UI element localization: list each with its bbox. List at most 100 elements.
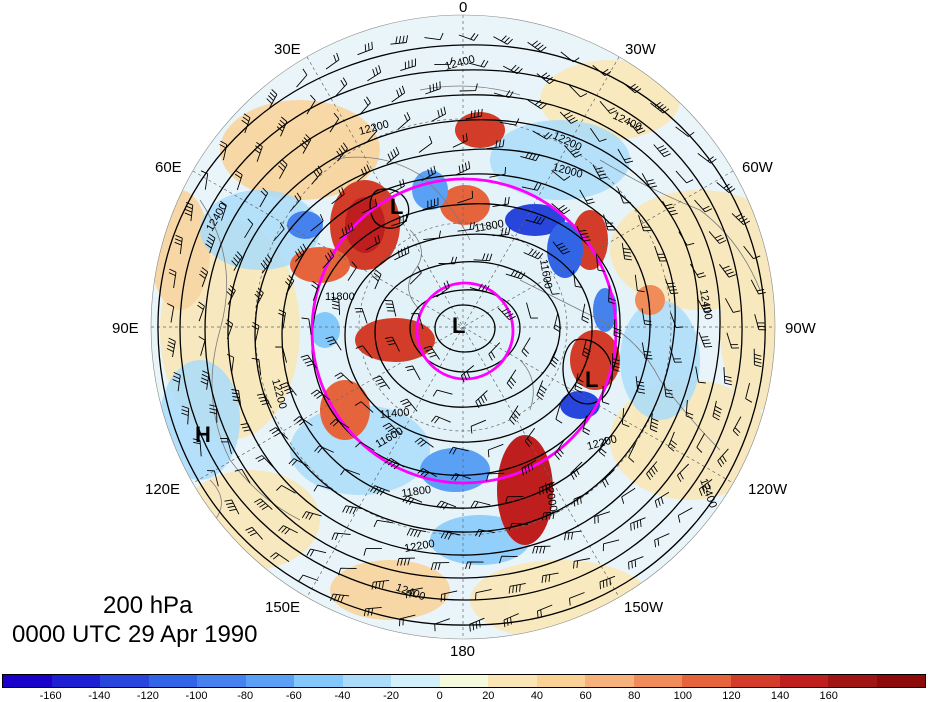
wind-barb [582,415,591,436]
wind-barb [696,433,705,453]
low-pressure-center: L [390,194,403,219]
wind-barb [418,136,433,153]
wind-barb [521,337,531,357]
wind-barb [226,285,236,305]
wind-barb [628,556,644,570]
wind-barb [451,473,471,481]
colorbar-swatch [342,675,392,687]
wind-barb [256,393,272,409]
wind-barb [166,337,176,358]
wind-barb [411,313,424,330]
wind-barb [599,101,618,114]
colorbar-tick-label: -120 [136,690,159,702]
wind-barb [525,215,545,225]
wind-barb [245,526,263,540]
wind-barb [524,427,536,448]
wind-barb [254,498,273,510]
wind-barb [331,532,351,541]
wind-barb [325,336,342,351]
wind-barb [465,108,483,120]
wind-barb [372,269,382,290]
lon-label-90w: 90W [785,320,816,337]
wind-barb [532,130,553,140]
wind-barb [334,372,353,384]
wind-barb [254,287,264,308]
wind-barb [278,525,298,535]
wind-barb [301,511,322,520]
wind-barb [613,319,622,339]
wind-barb [373,375,391,390]
wind-barb [255,455,274,468]
wind-barb [384,457,405,470]
wind-barb [209,404,218,423]
colorbar-tick-label: -60 [285,690,302,702]
wind-barb [363,606,382,617]
outer-magenta-circle [310,177,618,485]
wind-barb [455,161,471,176]
wind-barb [347,261,357,281]
wind-barb [475,529,495,538]
lon-label-90e: 90E [112,320,139,337]
wind-barb [290,192,302,212]
wind-barb [260,254,273,274]
level-title: 200 hPa [103,592,193,619]
wind-barb [339,222,354,239]
wind-barb [560,51,580,63]
wind-barb [594,511,611,524]
wind-barb [192,438,202,457]
wind-barb [431,106,447,122]
wind-barb [675,170,694,184]
wind-barb [200,370,210,390]
wind-barb [449,446,469,455]
wind-barb [336,142,348,162]
wind-barb [521,460,537,476]
wind-barb [695,366,706,384]
wind-barb [621,487,636,504]
wind-barb [690,263,706,279]
colorbar-tick-label: 140 [770,690,790,702]
colorbar-swatch [100,675,149,687]
wind-barb [298,574,319,582]
wind-barb [599,575,616,590]
high-pressure-center: H [195,422,211,447]
wind-barb [475,588,492,600]
wind-barb [434,618,450,632]
wind-barb [220,437,232,455]
wind-barb [207,470,219,487]
wind-barb [592,164,608,180]
wind-barb [654,533,670,548]
wind-barb [685,399,694,419]
wind-barb [440,531,461,540]
wind-barb [579,189,595,205]
colorbar-tick-label: 20 [482,690,495,702]
wind-barb [590,128,607,142]
wind-barb [329,593,350,603]
wind-barb [716,182,736,193]
wind-barb [581,303,590,324]
colorbar-tick-label: -40 [334,690,351,702]
wind-barb [470,500,491,509]
wind-barb [492,227,511,237]
colorbar-swatch [245,675,295,687]
wind-barb [582,338,591,359]
time-title: 0000 UTC 29 Apr 1990 [12,621,258,648]
wind-barb [359,96,371,116]
wind-barb [697,153,717,164]
wind-barb [743,245,761,260]
wind-barb [486,139,505,150]
wind-barb [549,347,559,368]
contour-label: 11800 [325,291,355,303]
wind-barb [400,398,418,412]
wind-barb [504,496,524,504]
wind-barb [573,492,589,507]
wind-barb [409,266,422,285]
coastlines [199,85,761,521]
wind-barb [452,133,468,148]
colorbar-swatch [585,675,634,687]
contour-label: 11600 [537,258,554,289]
wind-barb [754,314,767,331]
wind-barb [598,436,607,457]
wind-barb [394,245,410,261]
wind-barb [366,124,378,144]
wind-barb [574,373,584,393]
